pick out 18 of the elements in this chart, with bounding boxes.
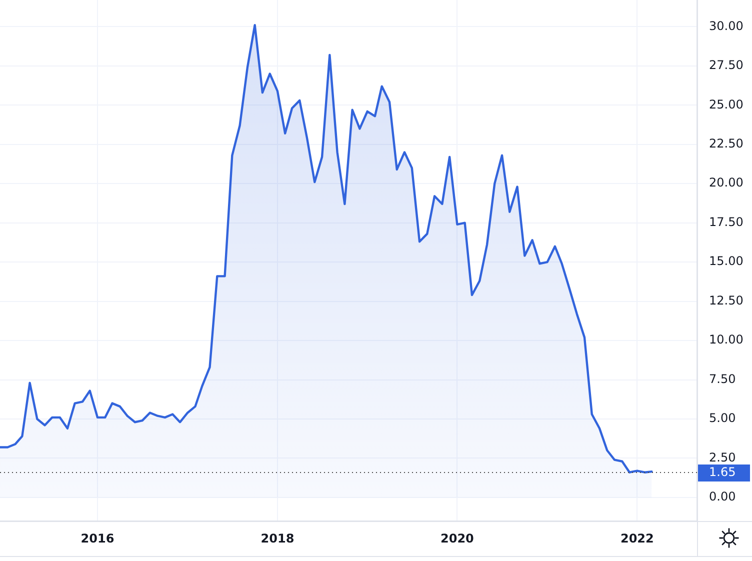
y-tick-label: 12.50 [709, 293, 744, 308]
y-tick-label: 0.00 [709, 490, 736, 504]
x-tick-label: 2018 [260, 531, 294, 546]
y-tick-label: 20.00 [709, 176, 744, 190]
y-tick-label: 7.50 [709, 372, 736, 386]
y-tick-label: 5.00 [709, 411, 736, 426]
y-tick-label: 2.50 [709, 450, 736, 464]
y-tick-label: 10.00 [709, 332, 744, 347]
ref-line-label: 1.65 [709, 465, 736, 480]
x-tick-label: 2016 [80, 531, 114, 546]
y-tick-label: 22.50 [709, 136, 744, 150]
y-tick-label: 30.00 [709, 18, 744, 33]
y-tick-label: 27.50 [709, 58, 744, 72]
x-tick-label: 2022 [620, 531, 654, 546]
y-tick-label: 15.00 [709, 254, 744, 268]
x-tick-label: 2020 [440, 531, 474, 546]
y-tick-label: 17.50 [709, 214, 744, 229]
y-tick-label: 25.00 [709, 97, 744, 112]
